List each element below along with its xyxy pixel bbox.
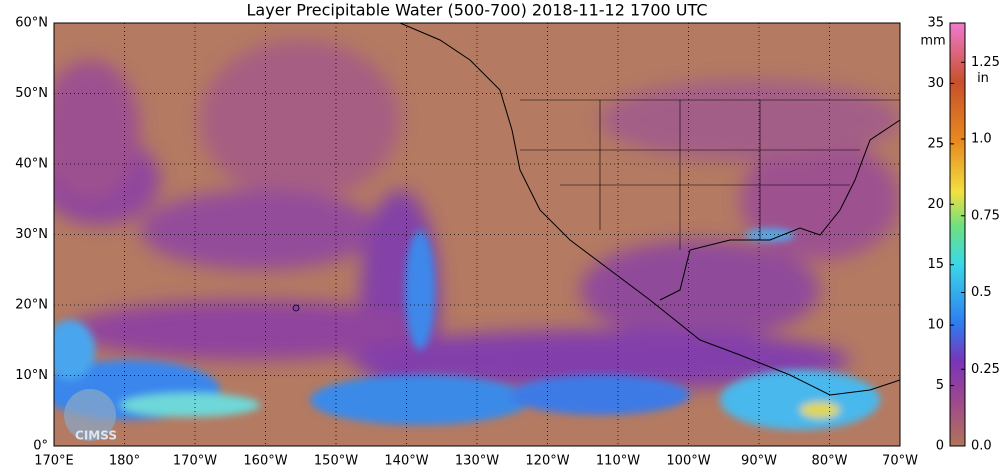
lon-label: 130°W [455,454,499,469]
lon-label: 110°W [596,454,640,469]
lon-label: 70°W [882,454,918,469]
mm-tick-label: 5 [936,378,944,393]
lat-label: 10°N [15,368,48,383]
map-frame [53,22,901,447]
lon-label: 90°W [741,454,777,469]
lon-label: 100°W [666,454,710,469]
logo: CIMSS [64,389,117,443]
lat-label: 30°N [15,227,48,242]
mm-tick-label: 25 [927,136,944,151]
in-tick-label: 1.25 [971,55,1000,70]
mm-tick-label: 20 [927,197,944,212]
lon-label: 80°W [812,454,848,469]
mm-tick-label: 30 [927,76,944,91]
mm-tick-label: 15 [927,257,944,272]
mm-tick-label: 10 [927,318,944,333]
in-unit: in [977,71,989,86]
lon-label: 180° [109,454,140,469]
lon-label: 170°E [34,454,74,469]
lon-label: 160°W [243,454,287,469]
lat-label: 40°N [15,157,48,172]
in-tick-label: 0.75 [971,208,1000,223]
in-tick-label: 0.0 [971,439,992,454]
lon-label: 150°W [314,454,358,469]
in-tick-label: 0.25 [971,362,1000,377]
mm-tick-label: 35 [927,16,944,31]
lat-label: 60°N [15,16,48,31]
lat-label: 20°N [15,298,48,313]
in-tick-label: 0.5 [971,285,992,300]
map-imagery [54,23,900,446]
colorbar [949,22,966,447]
title: Layer Precipitable Water (500-700) 2018-… [247,1,708,20]
lon-label: 140°W [384,454,428,469]
logo-text: CIMSS [75,429,117,443]
lat-label: 50°N [15,86,48,101]
mm-tick-label: 0 [936,439,944,454]
in-tick-label: 1.0 [971,132,992,147]
mm-unit: mm [920,34,945,49]
lon-label: 170°W [173,454,217,469]
lon-label: 120°W [525,454,569,469]
lat-label: 0° [33,439,48,454]
